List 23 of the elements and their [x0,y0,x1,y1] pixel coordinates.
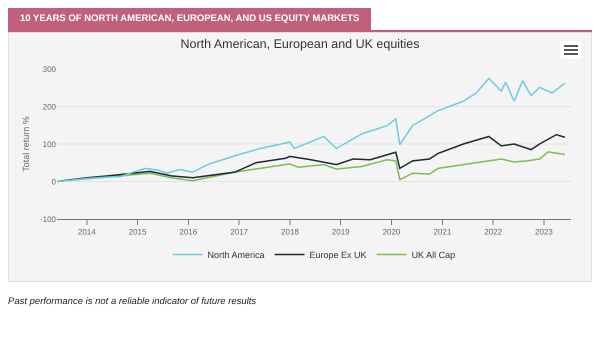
x-tick-label: 2020 [382,228,401,237]
y-tick-label: 300 [42,64,57,74]
x-tick-label: 2018 [281,228,300,237]
chart-title: 10 YEARS OF NORTH AMERICAN, EUROPEAN, AND US EQUITY MARKETS [8,8,372,30]
x-tick-label: 2019 [332,228,350,237]
y-axis-title: Total return % [21,116,31,172]
y-tick-label: 0 [52,177,57,186]
x-tick-label: 2022 [484,228,503,237]
y-tick-label: 200 [42,102,57,112]
x-tick-label: 2015 [128,228,147,237]
line-series [57,78,566,182]
legend-label: UK All Cap [412,250,456,260]
legend-label: North America [208,250,265,260]
x-tick-label: 2021 [433,228,452,237]
text: Past performance is not a reliable indicator of future results [8,296,256,307]
chart-subtitle: North American, European and UK equities [180,36,420,51]
x-tick-label: 2014 [78,228,96,237]
y-tick-label: 100 [42,140,57,149]
y-tick-label: -100 [40,214,57,224]
x-tick-label: 2017 [230,228,249,237]
x-tick-label: 2023 [534,228,554,237]
legend-label: Europe Ex UK [310,250,367,260]
x-tick-label: 2016 [179,228,198,237]
